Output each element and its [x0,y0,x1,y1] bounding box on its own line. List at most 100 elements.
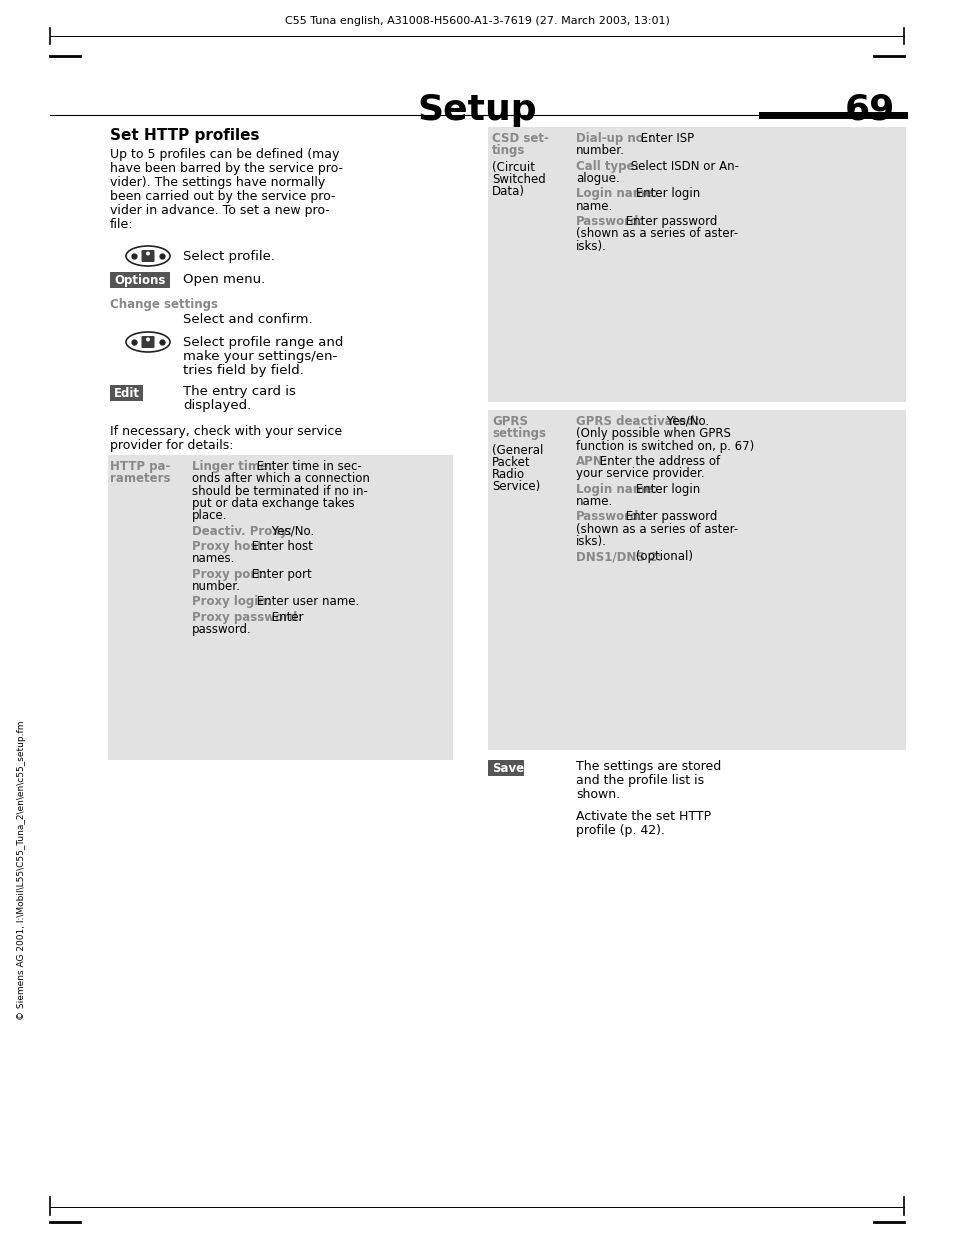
Text: Password:: Password: [576,216,643,228]
Text: Up to 5 profiles can be defined (may: Up to 5 profiles can be defined (may [110,148,339,161]
Text: settings: settings [492,427,545,440]
Text: should be terminated if no in-: should be terminated if no in- [192,485,368,497]
Bar [488,410,905,750]
Bar [488,760,523,776]
Text: Switched: Switched [492,173,545,186]
Text: shown.: shown. [576,787,619,801]
Text: Setup: Setup [416,93,537,127]
Text: name.: name. [576,199,613,213]
Text: provider for details:: provider for details: [110,439,233,452]
Text: APN:: APN: [576,455,608,468]
Text: Packet: Packet [492,456,530,468]
Text: displayed.: displayed. [183,399,251,412]
Text: Change settings: Change settings [110,298,218,312]
Text: tries field by field.: tries field by field. [183,364,304,378]
Text: number.: number. [192,579,240,593]
Text: alogue.: alogue. [576,172,619,184]
Text: vider in advance. To set a new pro-: vider in advance. To set a new pro- [110,204,330,217]
Text: number.: number. [576,145,624,157]
Text: HTTP pa-: HTTP pa- [110,460,171,473]
Text: Select ISDN or An-: Select ISDN or An- [626,159,739,173]
Text: Select profile range and: Select profile range and [183,336,343,349]
Bar [110,385,143,401]
Text: put or data exchange takes: put or data exchange takes [192,497,355,510]
Text: vider). The settings have normally: vider). The settings have normally [110,176,325,189]
Text: name.: name. [576,495,613,508]
Text: Linger time:: Linger time: [192,460,273,473]
Text: Select profile.: Select profile. [183,250,274,263]
Text: Enter the address of: Enter the address of [596,455,720,468]
Text: names.: names. [192,552,235,566]
Text: Edit: Edit [113,388,140,400]
Text: and the profile list is: and the profile list is [576,774,703,787]
Text: (Circuit: (Circuit [492,161,535,174]
Text: Yes/No.: Yes/No. [662,415,708,427]
Text: isks).: isks). [576,535,606,548]
Text: The settings are stored: The settings are stored [576,760,720,773]
Text: Deactiv. Proxy:: Deactiv. Proxy: [192,525,292,537]
Bar [110,272,170,288]
Text: (Only possible when GPRS: (Only possible when GPRS [576,427,730,440]
Text: Enter ISP: Enter ISP [637,132,694,145]
Text: place.: place. [192,510,227,522]
Text: Enter port: Enter port [248,568,312,581]
Text: Yes/No.: Yes/No. [268,525,314,537]
Text: Save: Save [492,763,523,775]
Text: password.: password. [192,623,252,635]
Text: (General: (General [492,444,543,457]
Text: make your settings/en-: make your settings/en- [183,350,337,363]
Bar [108,455,453,760]
Text: (shown as a series of aster-: (shown as a series of aster- [576,227,738,240]
Text: Login name:: Login name: [576,482,657,496]
Text: Password:: Password: [576,511,643,523]
Text: Proxy port:: Proxy port: [192,568,266,581]
Text: Enter password: Enter password [621,511,717,523]
Text: Enter: Enter [268,611,304,623]
Text: (optional): (optional) [632,551,693,563]
Text: Radio: Radio [492,468,524,481]
Text: your service provider.: your service provider. [576,467,704,480]
Text: GPRS deactivated:: GPRS deactivated: [576,415,699,427]
Text: Enter password: Enter password [621,216,717,228]
Text: Service): Service) [492,480,539,493]
Text: tings: tings [492,145,525,157]
Text: DNS1/DNS 2:: DNS1/DNS 2: [576,551,661,563]
Text: CSD set-: CSD set- [492,132,548,145]
Text: Enter login: Enter login [632,187,700,201]
FancyBboxPatch shape [141,336,154,348]
Text: rameters: rameters [110,472,171,485]
Text: Login name:: Login name: [576,187,657,201]
Text: 69: 69 [843,93,894,127]
Text: file:: file: [110,218,133,231]
Text: The entry card is: The entry card is [183,385,295,397]
Text: onds after which a connection: onds after which a connection [192,472,370,486]
Text: Proxy login:: Proxy login: [192,596,272,608]
Text: Dial-up no.:: Dial-up no.: [576,132,653,145]
Text: © Siemens AG 2001, I:\Mobil\L55\C55_Tuna_2\en\en\c55_setup.fm: © Siemens AG 2001, I:\Mobil\L55\C55_Tuna… [17,720,27,1019]
Text: have been barred by the service pro-: have been barred by the service pro- [110,162,343,174]
Text: If necessary, check with your service: If necessary, check with your service [110,425,342,439]
Bar [488,127,905,402]
Circle shape [146,252,150,255]
Text: Set HTTP profiles: Set HTTP profiles [110,128,259,143]
Text: Proxy host:: Proxy host: [192,540,268,553]
Text: Enter host: Enter host [248,540,313,553]
Text: Enter time in sec-: Enter time in sec- [253,460,361,473]
Text: profile (p. 42).: profile (p. 42). [576,824,664,837]
Text: Select and confirm.: Select and confirm. [183,313,313,326]
Text: been carried out by the service pro-: been carried out by the service pro- [110,189,335,203]
FancyBboxPatch shape [141,250,154,262]
Text: Enter login: Enter login [632,482,700,496]
Text: Activate the set HTTP: Activate the set HTTP [576,810,710,824]
Text: C55 Tuna english, A31008-H5600-A1-3-7619 (27. March 2003, 13:01): C55 Tuna english, A31008-H5600-A1-3-7619… [284,16,669,26]
Text: Call type:: Call type: [576,159,639,173]
Text: isks).: isks). [576,239,606,253]
Text: Options: Options [113,274,165,287]
Text: Data): Data) [492,184,524,198]
Text: Open menu.: Open menu. [183,273,265,287]
Text: (shown as a series of aster-: (shown as a series of aster- [576,522,738,536]
Text: GPRS: GPRS [492,415,527,427]
Text: Proxy password:: Proxy password: [192,611,302,623]
Text: function is switched on, p. 67): function is switched on, p. 67) [576,440,754,452]
Circle shape [146,338,150,341]
